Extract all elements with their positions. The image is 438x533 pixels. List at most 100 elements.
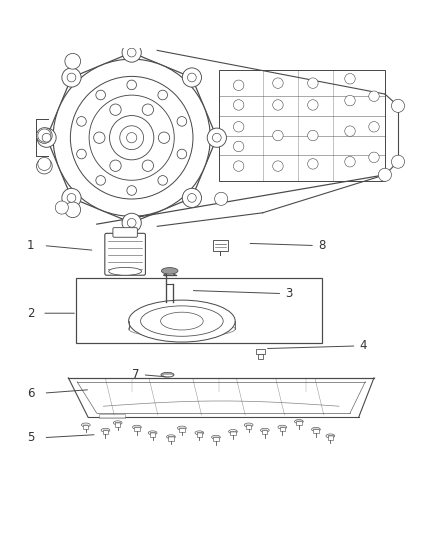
Circle shape	[273, 130, 283, 141]
Bar	[134, 427, 140, 431]
Circle shape	[207, 128, 226, 147]
Circle shape	[233, 80, 244, 91]
Ellipse shape	[311, 427, 320, 431]
Ellipse shape	[101, 428, 110, 432]
Bar	[328, 435, 333, 440]
Circle shape	[158, 175, 167, 185]
Bar	[99, 414, 125, 417]
Circle shape	[62, 68, 81, 87]
Circle shape	[110, 104, 121, 115]
Text: 4: 4	[359, 340, 367, 352]
Circle shape	[345, 95, 355, 106]
Bar	[246, 425, 251, 429]
Bar	[262, 430, 268, 434]
Circle shape	[233, 161, 244, 171]
Circle shape	[187, 193, 196, 202]
Bar	[179, 427, 184, 432]
Bar	[219, 70, 385, 181]
Circle shape	[94, 132, 105, 143]
Bar	[213, 437, 219, 441]
Bar	[150, 432, 155, 437]
Bar	[115, 422, 120, 427]
Circle shape	[36, 158, 52, 174]
Circle shape	[42, 133, 51, 142]
Circle shape	[369, 122, 379, 132]
Ellipse shape	[161, 373, 174, 377]
Bar	[103, 430, 108, 434]
Bar	[197, 432, 202, 437]
Circle shape	[182, 68, 201, 87]
Circle shape	[127, 133, 137, 143]
Bar	[83, 425, 88, 429]
Polygon shape	[46, 53, 217, 223]
Text: 2: 2	[27, 306, 34, 320]
Circle shape	[392, 155, 405, 168]
Circle shape	[177, 117, 187, 126]
Ellipse shape	[109, 268, 141, 275]
Ellipse shape	[129, 320, 235, 337]
Circle shape	[38, 157, 51, 171]
Circle shape	[369, 152, 379, 163]
Circle shape	[122, 43, 141, 62]
Circle shape	[182, 188, 201, 207]
Circle shape	[77, 117, 86, 126]
Circle shape	[67, 193, 76, 202]
Circle shape	[159, 132, 170, 143]
Ellipse shape	[129, 300, 235, 342]
Circle shape	[233, 141, 244, 152]
Circle shape	[345, 157, 355, 167]
Ellipse shape	[113, 421, 122, 425]
Circle shape	[392, 99, 405, 112]
Circle shape	[38, 129, 51, 142]
Bar	[258, 354, 263, 359]
FancyBboxPatch shape	[113, 228, 138, 237]
Ellipse shape	[161, 268, 178, 274]
Circle shape	[273, 161, 283, 171]
Circle shape	[110, 160, 121, 172]
Circle shape	[89, 95, 174, 180]
Bar	[296, 421, 301, 425]
Circle shape	[187, 73, 196, 82]
Ellipse shape	[148, 431, 157, 435]
Circle shape	[378, 168, 392, 181]
Ellipse shape	[212, 435, 220, 439]
Circle shape	[53, 59, 210, 216]
Circle shape	[37, 128, 56, 147]
Ellipse shape	[229, 430, 237, 433]
Circle shape	[127, 48, 136, 57]
Circle shape	[158, 90, 167, 100]
Text: 5: 5	[27, 431, 34, 444]
Circle shape	[307, 130, 318, 141]
Circle shape	[215, 192, 228, 205]
Circle shape	[307, 100, 318, 110]
Circle shape	[110, 116, 154, 160]
Ellipse shape	[81, 423, 90, 427]
Circle shape	[71, 76, 193, 199]
Circle shape	[177, 149, 187, 159]
Bar	[230, 431, 236, 435]
Circle shape	[55, 201, 68, 214]
Ellipse shape	[166, 435, 175, 439]
Circle shape	[273, 100, 283, 110]
Ellipse shape	[278, 425, 287, 429]
Circle shape	[65, 202, 81, 217]
Ellipse shape	[294, 419, 303, 423]
Text: 8: 8	[318, 239, 325, 252]
Ellipse shape	[141, 306, 223, 336]
Text: 1: 1	[27, 239, 34, 252]
Circle shape	[77, 149, 86, 159]
Ellipse shape	[326, 434, 335, 438]
Circle shape	[127, 219, 136, 227]
Circle shape	[36, 128, 52, 143]
Circle shape	[307, 78, 318, 88]
Circle shape	[96, 175, 106, 185]
Ellipse shape	[177, 426, 186, 430]
FancyBboxPatch shape	[105, 233, 145, 275]
Circle shape	[127, 80, 137, 90]
Circle shape	[212, 133, 221, 142]
FancyBboxPatch shape	[213, 240, 228, 251]
Text: 3: 3	[285, 287, 293, 300]
Circle shape	[233, 122, 244, 132]
Circle shape	[345, 74, 355, 84]
Bar	[313, 429, 318, 433]
